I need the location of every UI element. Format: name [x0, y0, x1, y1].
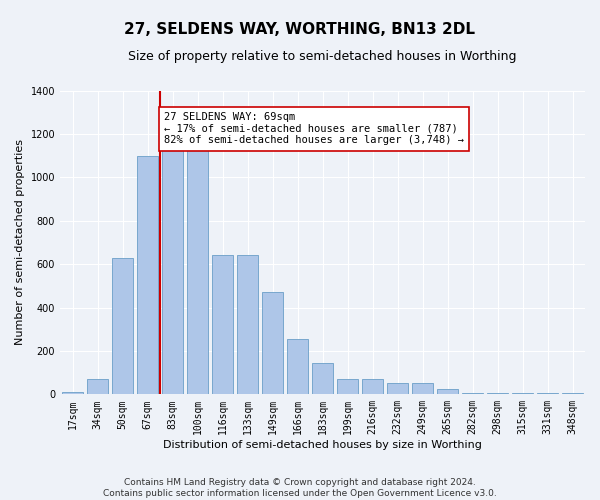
Text: 27 SELDENS WAY: 69sqm
← 17% of semi-detached houses are smaller (787)
82% of sem: 27 SELDENS WAY: 69sqm ← 17% of semi-deta… — [164, 112, 464, 146]
Bar — [337, 379, 358, 394]
Text: Contains HM Land Registry data © Crown copyright and database right 2024.
Contai: Contains HM Land Registry data © Crown c… — [103, 478, 497, 498]
Y-axis label: Number of semi-detached properties: Number of semi-detached properties — [15, 140, 25, 346]
Bar — [487, 393, 508, 394]
Bar — [162, 149, 183, 394]
Bar — [362, 379, 383, 394]
Text: 27, SELDENS WAY, WORTHING, BN13 2DL: 27, SELDENS WAY, WORTHING, BN13 2DL — [125, 22, 476, 38]
X-axis label: Distribution of semi-detached houses by size in Worthing: Distribution of semi-detached houses by … — [163, 440, 482, 450]
Bar — [537, 393, 558, 394]
Bar — [512, 393, 533, 394]
Bar — [287, 339, 308, 394]
Bar — [562, 392, 583, 394]
Bar — [212, 256, 233, 394]
Bar — [87, 379, 108, 394]
Bar — [387, 384, 408, 394]
Bar — [137, 156, 158, 394]
Bar — [312, 363, 333, 394]
Bar — [262, 292, 283, 394]
Bar — [237, 256, 258, 394]
Bar — [62, 392, 83, 394]
Bar — [437, 389, 458, 394]
Bar — [412, 384, 433, 394]
Title: Size of property relative to semi-detached houses in Worthing: Size of property relative to semi-detach… — [128, 50, 517, 63]
Bar — [112, 258, 133, 394]
Bar — [187, 149, 208, 394]
Bar — [462, 392, 483, 394]
